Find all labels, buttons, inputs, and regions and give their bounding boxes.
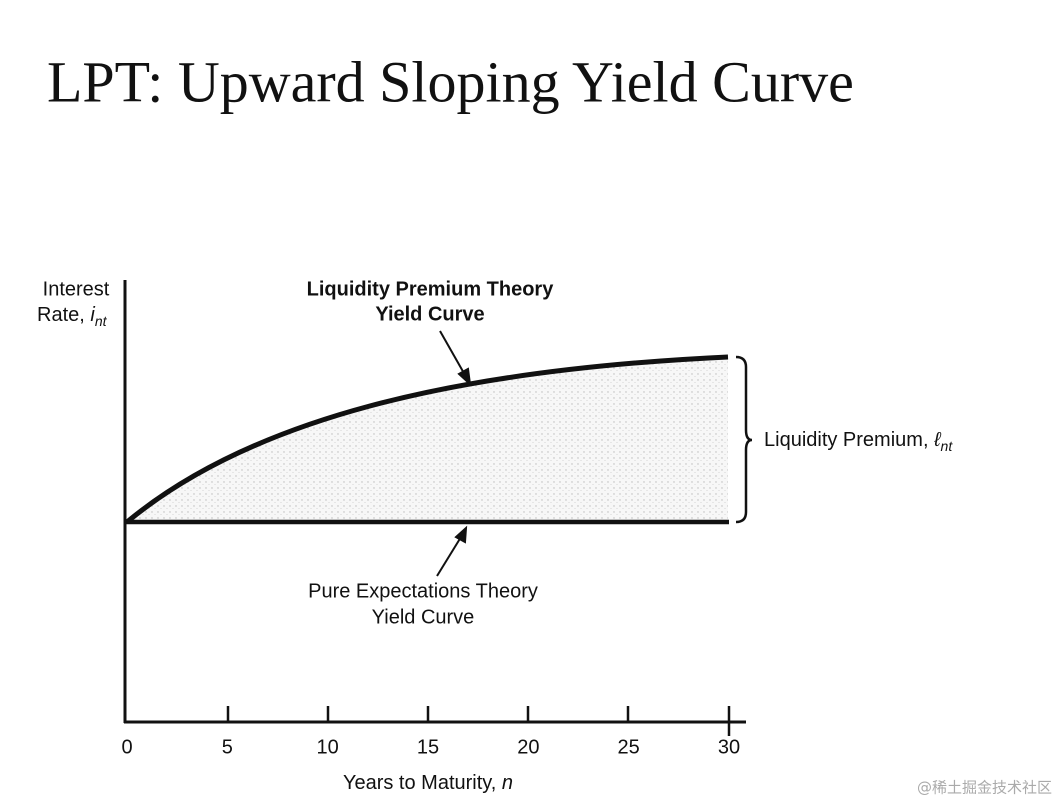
- x-tick-label: 15: [417, 736, 439, 758]
- premium-subscript: nt: [941, 438, 954, 454]
- liquidity-premium-curve: [125, 354, 729, 524]
- upper-curve-label: Liquidity Premium Theory: [307, 278, 555, 300]
- x-tick-label: 5: [222, 736, 233, 758]
- x-axis-label-text: Years to Maturity,: [343, 772, 496, 794]
- y-axis-symbol: i: [90, 304, 95, 326]
- lower-curve-label: Pure Expectations Theory: [308, 580, 538, 602]
- x-tick-label: 20: [517, 736, 539, 758]
- x-axis-label: Years to Maturity, n: [343, 772, 513, 794]
- x-tick-label: 25: [618, 736, 640, 758]
- y-axis-subscript: nt: [95, 313, 108, 329]
- x-tick-label: 0: [121, 736, 132, 758]
- x-axis-symbol: n: [502, 772, 513, 794]
- premium-brace: [735, 355, 753, 524]
- slide-title: LPT: Upward Sloping Yield Curve: [47, 49, 854, 114]
- upper-curve-label: Yield Curve: [375, 303, 484, 325]
- lower-curve-label: Yield Curve: [372, 606, 475, 628]
- premium-symbol: ℓ: [933, 429, 942, 451]
- x-tick-label: 30: [718, 736, 740, 758]
- premium-label: Liquidity Premium, ℓnt: [764, 429, 953, 453]
- y-axis-label-text: Rate,: [37, 304, 85, 326]
- y-axis-label: Rate, int: [37, 304, 108, 328]
- x-tick-label: 10: [317, 736, 339, 758]
- x-tick-marks: [226, 706, 731, 736]
- y-axis-label: Interest: [43, 278, 110, 300]
- premium-label-text: Liquidity Premium,: [764, 429, 929, 451]
- premium-area: [127, 357, 728, 522]
- x-tick-labels: 0 5 10 15 20 25 30: [121, 736, 740, 758]
- arrows: [436, 330, 472, 577]
- watermark: @稀土掘金技术社区: [917, 779, 1052, 797]
